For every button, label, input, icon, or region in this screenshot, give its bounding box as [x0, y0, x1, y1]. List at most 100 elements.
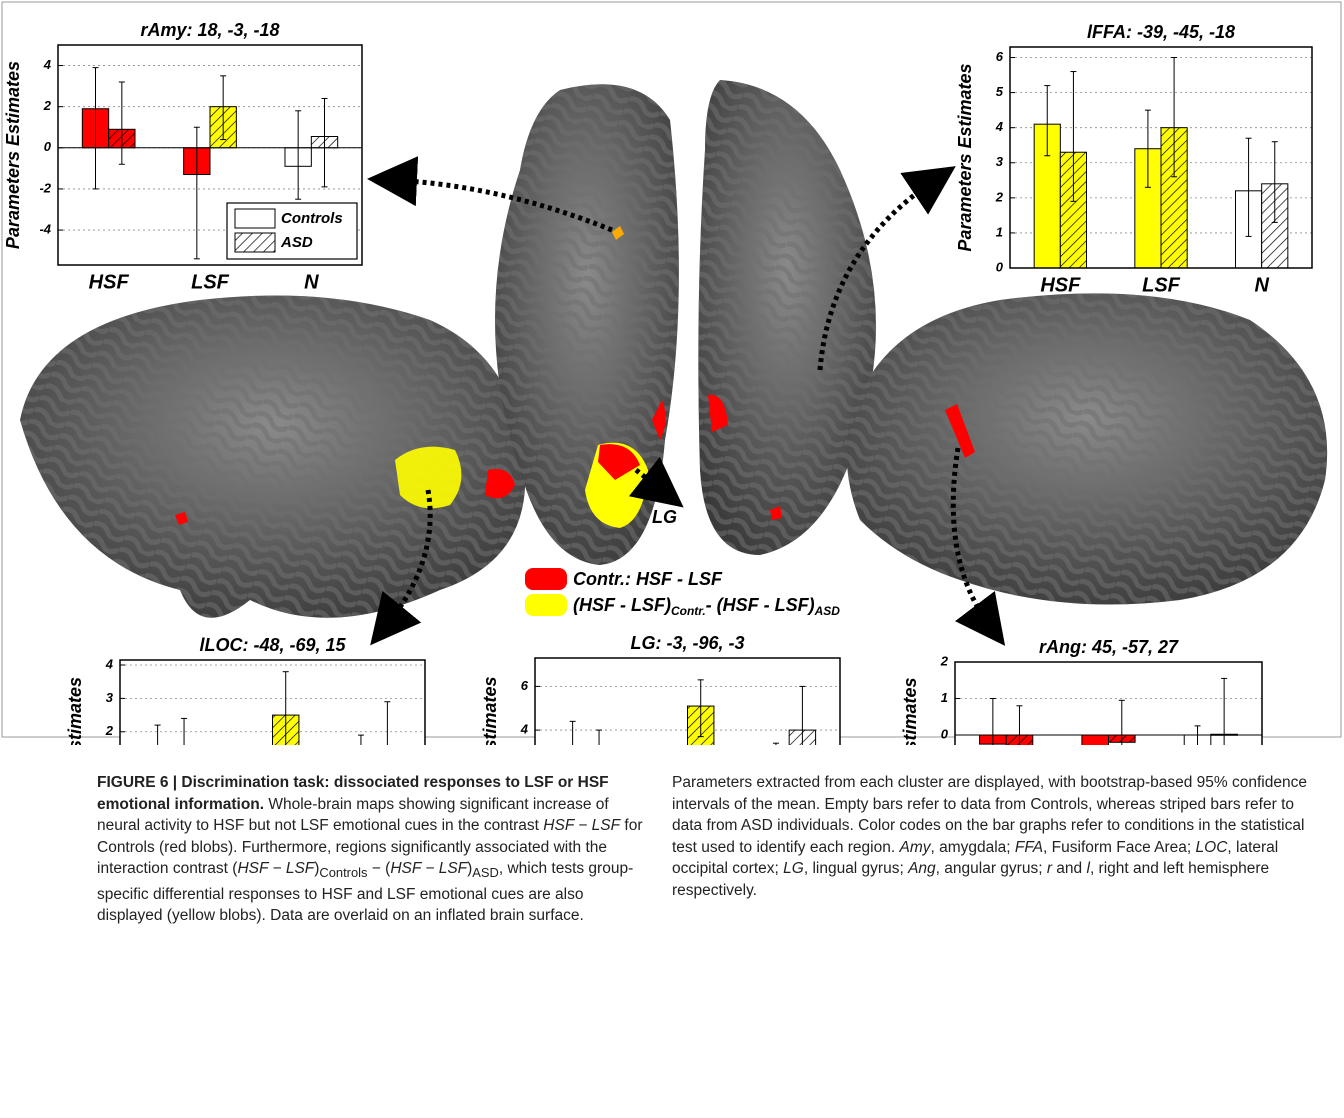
caption-text: , right and left hemisphere respectively… [672, 860, 1270, 899]
caption-text: , Fusiform Face Area; [1043, 838, 1196, 856]
caption-right: Parameters extracted from each cluster a… [672, 772, 1312, 901]
caption-text: LOC [1195, 838, 1228, 856]
brain-label: LG [652, 507, 677, 527]
bar-chart: lFFA: -39, -45, -18 Parameters Estimates 0… [955, 22, 1313, 296]
y-tick-label: 3 [996, 154, 1004, 169]
caption-text: and [1052, 860, 1087, 877]
y-tick-label: 6 [996, 49, 1004, 64]
y-tick-label: 0 [44, 139, 52, 154]
legend-run: Contr. [671, 604, 706, 618]
axes-box [119, 659, 426, 745]
arrows [367, 156, 1006, 646]
legend-swatch [234, 232, 276, 253]
caption-text: ) [314, 860, 320, 877]
y-axis-label: Parameters Estimates [3, 61, 23, 249]
legend-label: ASD [280, 234, 313, 251]
y-tick-label: 6 [521, 678, 529, 693]
caption-text: HSF − LSF [543, 817, 621, 834]
caption-text: Ang [908, 860, 936, 877]
caption-text: ) [467, 860, 473, 877]
y-tick-label: 5 [996, 84, 1004, 99]
caption-text: , amygdala; [930, 838, 1015, 856]
brain-ventral-right [698, 80, 876, 555]
caption-left: FIGURE 6 | Discrimination task: dissocia… [97, 772, 649, 927]
caption-text: , lingual gyrus; [803, 860, 909, 877]
x-tick-label: HSF [1040, 274, 1081, 296]
caption-text: , angular gyrus; [935, 860, 1047, 877]
y-tick-label: 4 [105, 656, 114, 671]
brain-right-lateral [846, 293, 1328, 605]
y-tick-label: 0 [996, 259, 1004, 274]
legend-run: (HSF - LSF) [573, 595, 671, 615]
caption-text: , which tests group-specific differentia… [97, 860, 634, 925]
caption-text: Amy [899, 838, 931, 856]
legend-swatch [234, 208, 276, 229]
y-tick-label: 4 [43, 57, 52, 72]
caption-text: LG [783, 860, 804, 877]
y-tick-label: -2 [39, 180, 51, 195]
y-tick-label: 3 [106, 690, 114, 705]
y-axis-label: Parameters Estimates [900, 677, 920, 745]
bar-chart: rAng: 45, -57, 27Parameters Estimates-4-… [900, 637, 1263, 745]
arrow [370, 489, 433, 646]
x-tick-label: LSF [191, 271, 230, 293]
x-tick-label: N [304, 271, 319, 293]
chart-title: lFFA: -39, -45, -18 [1087, 22, 1235, 42]
y-tick-label: 1 [996, 224, 1003, 239]
legend-swatch [525, 568, 567, 590]
legend-run: ASD [814, 604, 841, 618]
arrow [817, 166, 956, 371]
x-tick-label: HSF [89, 271, 130, 293]
y-tick-label: -4 [39, 221, 51, 236]
y-axis-label: Parameters Estimates [65, 677, 85, 745]
y-axis-label: Parameters Estimates [955, 63, 975, 251]
legend-label: Controls [281, 210, 343, 227]
bar-chart: rAmy: 18, -3, -18 Parameters Estimates -4 -… [3, 20, 363, 293]
caption-title: FIGURE 6 | Discrimination task: dissocia… [97, 774, 609, 813]
legend-run: - (HSF - LSF) [706, 595, 815, 615]
bar-chart: lLOC: -48, -69, 15Parameters Estimates-2… [65, 635, 426, 745]
axes-box [57, 44, 363, 266]
axes-box [534, 657, 841, 745]
y-tick-label: 4 [995, 119, 1004, 134]
caption-text: − ( [367, 860, 391, 877]
legend-label: (HSF - LSF)Contr.- (HSF - LSF)ASD [573, 595, 840, 618]
y-tick-label: 1 [941, 690, 948, 705]
chart-title: lLOC: -48, -69, 15 [199, 635, 346, 655]
y-tick-label: 0 [941, 726, 949, 741]
legend-label: Contr.: HSF - LSF [573, 569, 723, 589]
chart-title: rAmy: 18, -3, -18 [140, 20, 279, 40]
bar [1081, 734, 1109, 745]
arrow [950, 447, 1006, 646]
caption-text: for Controls (red blobs). Furthermore, r… [97, 817, 643, 877]
x-tick-label: LSF [1142, 274, 1181, 296]
y-axis-label: Parameters Estimates [480, 676, 500, 745]
caption-text: Controls [319, 865, 368, 881]
legend-swatch [525, 594, 567, 616]
caption-text: l [1086, 860, 1090, 877]
chart-title: LG: -3, -96, -3 [630, 633, 744, 653]
caption-text: FFA [1014, 838, 1044, 856]
plot-area [955, 662, 1262, 745]
y-tick-label: 2 [940, 653, 949, 668]
chart-title: rAng: 45, -57, 27 [1039, 637, 1179, 657]
x-tick-label: N [1254, 274, 1269, 296]
y-tick-label: 4 [520, 722, 529, 737]
caption-text: Parameters extracted from each cluster a… [672, 774, 1307, 856]
caption-text: , lateral occipital cortex; [672, 838, 1279, 878]
axes-box [954, 661, 1263, 745]
caption-text: HSF − LSF [390, 860, 468, 877]
figure: LG Contr.: HSF - LSF (HSF - LSF)Contr.- … [1, 1, 1342, 745]
bar-chart: LG: -3, -96, -3Parameters Estimates-2024… [480, 633, 841, 745]
y-tick-label: 2 [995, 189, 1004, 204]
y-tick-label: 2 [105, 723, 114, 738]
caption-text: Whole-brain maps showing significant inc… [97, 795, 609, 835]
caption-text: ASD [472, 865, 499, 881]
caption-text: r [1046, 860, 1052, 877]
y-tick-label: 2 [43, 98, 52, 113]
brain-left-lateral [20, 295, 526, 618]
arrow [628, 456, 684, 508]
axes-box [1009, 46, 1313, 269]
caption-text: HSF − LSF [237, 860, 315, 877]
